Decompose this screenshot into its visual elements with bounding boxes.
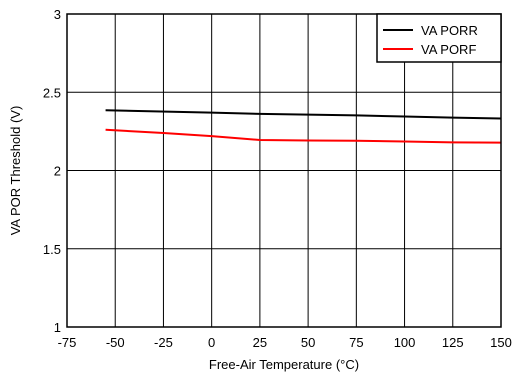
y-tick-label: 3: [54, 7, 61, 22]
y-tick-label: 1: [54, 320, 61, 335]
y-tick-label: 1.5: [43, 242, 61, 257]
x-tick-label: 75: [349, 335, 363, 350]
series-line-va-porr: [105, 109, 502, 120]
x-tick-label: -25: [154, 335, 173, 350]
x-axis-title: Free-Air Temperature (°C): [209, 357, 359, 372]
x-tick-label: 100: [394, 335, 416, 350]
x-tick-labels: -75 -50 -25 0 25 50 75 100 125 150: [58, 335, 512, 350]
y-axis-title: VA POR Threshold (V): [8, 106, 23, 236]
legend-box: [376, 13, 502, 63]
x-tick-label: -50: [106, 335, 125, 350]
legend: VA PORR VA PORF: [376, 13, 502, 63]
y-tick-labels: 1 1.5 2 2.5 3: [43, 7, 61, 335]
series-line-va-porf: [105, 128, 502, 144]
x-tick-label: 25: [253, 335, 267, 350]
x-tick-label: -75: [58, 335, 77, 350]
x-tick-label: 125: [442, 335, 464, 350]
x-tick-label: 150: [490, 335, 512, 350]
plot-frame: [66, 13, 502, 328]
x-tick-label: 0: [208, 335, 215, 350]
series-layer: [105, 109, 502, 144]
y-tick-label: 2.5: [43, 85, 61, 100]
legend-label-va-porf: VA PORF: [421, 42, 476, 57]
legend-label-va-porr: VA PORR: [421, 23, 478, 38]
x-tick-label: 50: [301, 335, 315, 350]
y-tick-label: 2: [54, 164, 61, 179]
